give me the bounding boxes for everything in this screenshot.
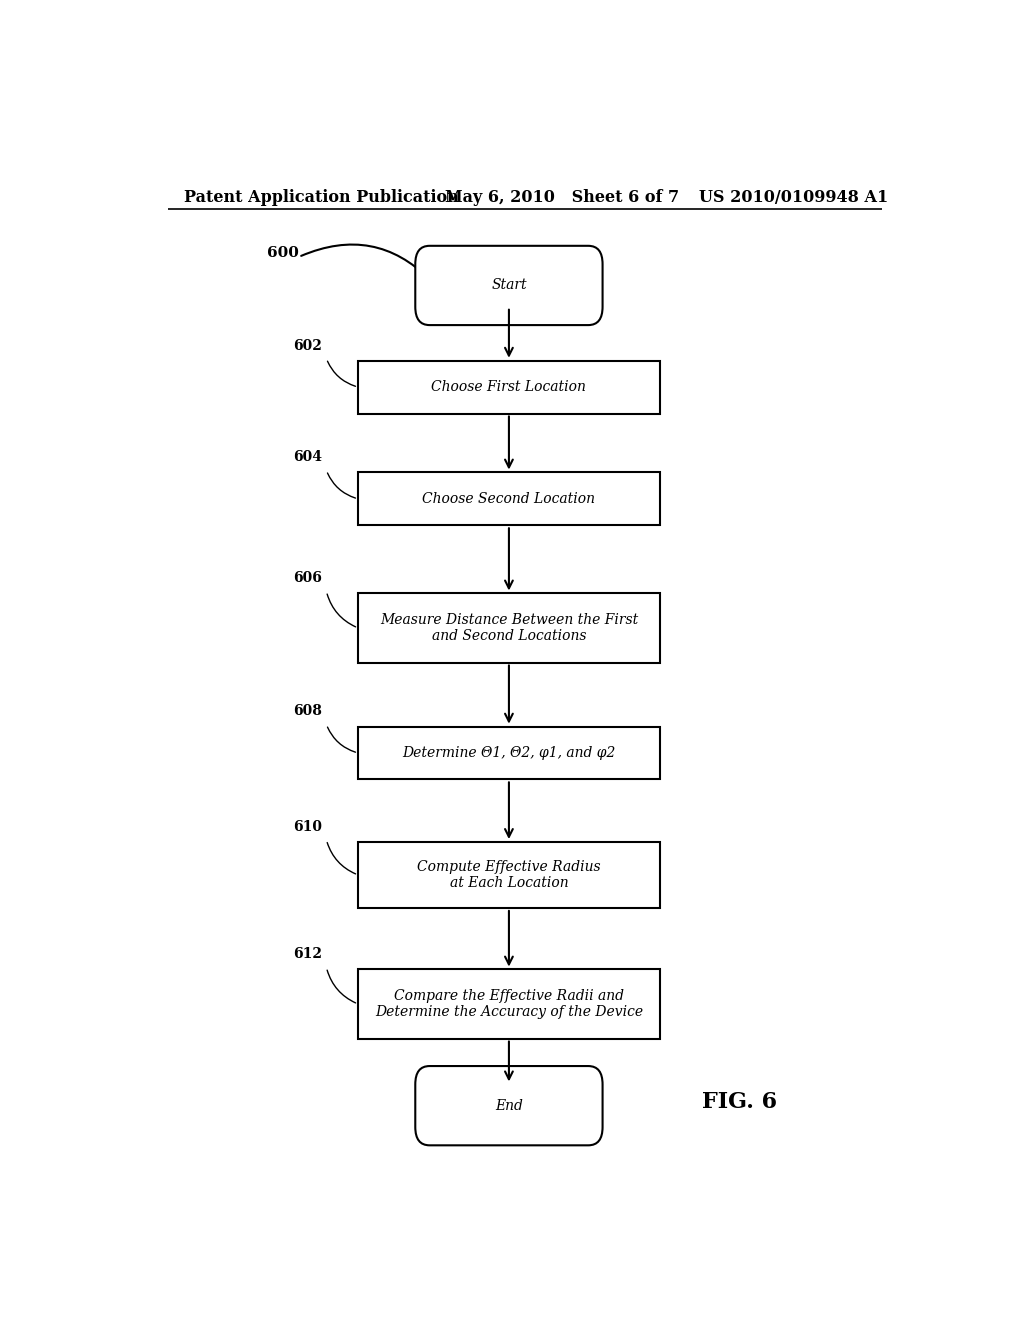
FancyBboxPatch shape bbox=[358, 360, 659, 413]
Text: Compute Effective Radius
at Each Location: Compute Effective Radius at Each Locatio… bbox=[417, 859, 601, 890]
Text: May 6, 2010   Sheet 6 of 7: May 6, 2010 Sheet 6 of 7 bbox=[445, 189, 680, 206]
FancyBboxPatch shape bbox=[358, 726, 659, 779]
Text: 604: 604 bbox=[294, 450, 323, 465]
Text: 606: 606 bbox=[294, 572, 323, 585]
Text: Choose First Location: Choose First Location bbox=[431, 380, 587, 395]
Text: 608: 608 bbox=[294, 705, 323, 718]
Text: End: End bbox=[495, 1098, 523, 1113]
Text: 600: 600 bbox=[267, 246, 299, 260]
FancyBboxPatch shape bbox=[358, 473, 659, 525]
Text: Choose Second Location: Choose Second Location bbox=[423, 492, 595, 506]
Text: 612: 612 bbox=[294, 948, 323, 961]
Text: Start: Start bbox=[492, 279, 526, 293]
Text: Determine Θ1, Θ2, φ1, and φ2: Determine Θ1, Θ2, φ1, and φ2 bbox=[402, 746, 615, 760]
FancyBboxPatch shape bbox=[358, 842, 659, 908]
FancyBboxPatch shape bbox=[416, 246, 602, 325]
Text: Compare the Effective Radii and
Determine the Accuracy of the Device: Compare the Effective Radii and Determin… bbox=[375, 989, 643, 1019]
Text: FIG. 6: FIG. 6 bbox=[701, 1090, 776, 1113]
Text: 602: 602 bbox=[294, 338, 323, 352]
FancyBboxPatch shape bbox=[358, 969, 659, 1039]
Text: 610: 610 bbox=[294, 820, 323, 834]
Text: US 2010/0109948 A1: US 2010/0109948 A1 bbox=[699, 189, 889, 206]
FancyBboxPatch shape bbox=[416, 1067, 602, 1146]
Text: Patent Application Publication: Patent Application Publication bbox=[183, 189, 459, 206]
FancyBboxPatch shape bbox=[358, 594, 659, 663]
Text: Measure Distance Between the First
and Second Locations: Measure Distance Between the First and S… bbox=[380, 612, 638, 643]
